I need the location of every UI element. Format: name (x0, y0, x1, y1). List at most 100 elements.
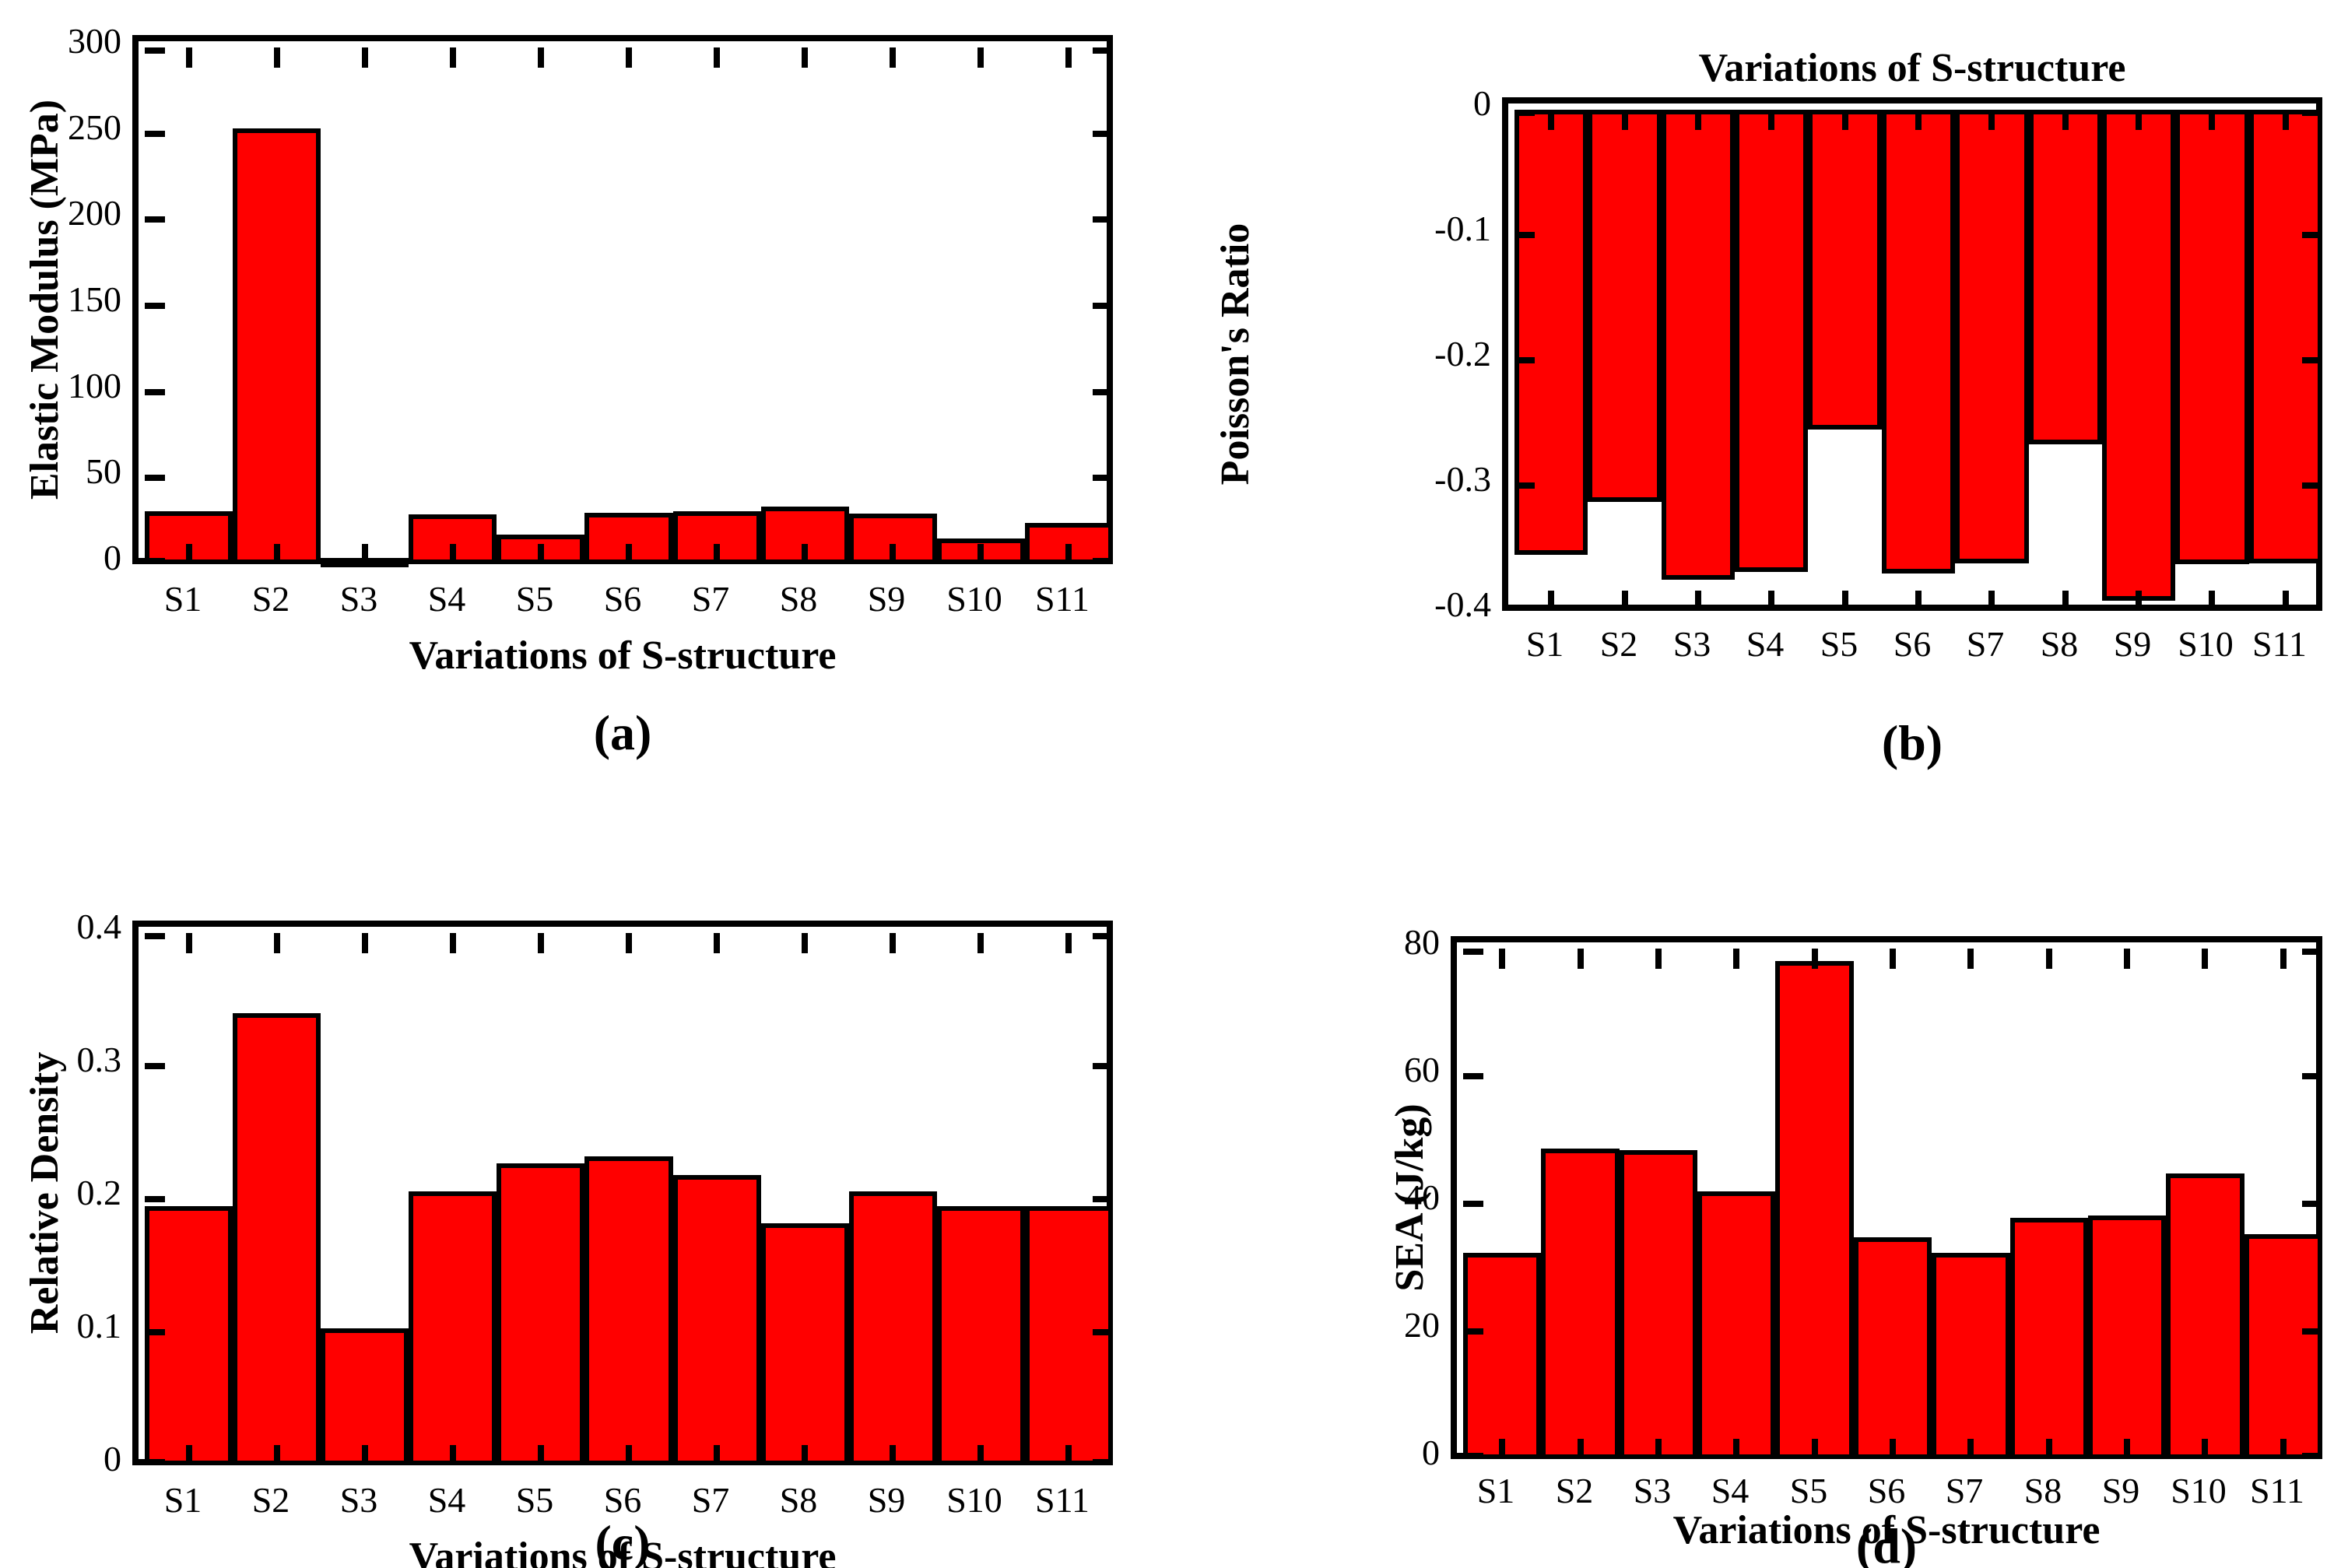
x-tick-label: S3 (1672, 624, 1711, 664)
bar-S2 (1588, 110, 1662, 502)
y-tick-label: 0.3 (76, 1040, 122, 1079)
x-tick-label: S7 (1966, 624, 2005, 664)
y-tick-right (1093, 216, 1113, 223)
x-tick-top (1622, 110, 1628, 130)
x-tick-label: S2 (1555, 1471, 1594, 1510)
x-tick-top (1733, 949, 1739, 969)
x-tick-label: S2 (251, 1480, 290, 1520)
x-tick-bottom (1842, 591, 1848, 611)
x-tick-label: S4 (427, 579, 466, 619)
plot-box-b (1502, 97, 2322, 611)
plot-box-a (132, 35, 1113, 567)
plot-box-d (1451, 936, 2322, 1459)
y-tick-label: 0 (1422, 1433, 1440, 1472)
panel-caption-c: (c) (595, 1515, 651, 1568)
y-axis-label: SEA (J/kg) (1388, 1103, 1432, 1292)
x-tick-label: S4 (1746, 624, 1785, 664)
plot-area-c (145, 933, 1113, 1465)
y-tick-right (1093, 933, 1113, 939)
bar-S7 (673, 1175, 761, 1465)
plot-area-d (1463, 949, 2322, 1459)
x-tick-label: S7 (1945, 1471, 1984, 1510)
x-tick-top (362, 933, 368, 953)
y-tick-left (1514, 482, 1535, 489)
x-tick-bottom (1733, 1439, 1739, 1459)
x-tick-top (1695, 110, 1701, 130)
x-tick-label: S9 (867, 1480, 906, 1520)
y-tick-right (2302, 1453, 2322, 1459)
x-tick-label: S7 (691, 579, 730, 619)
x-tick-bottom (1915, 591, 1922, 611)
x-tick-top (1065, 47, 1072, 68)
y-tick-right (1093, 1459, 1113, 1465)
bar-S11 (2249, 110, 2322, 563)
x-tick-bottom (2046, 1439, 2052, 1459)
x-tick-top (977, 933, 984, 953)
x-tick-top (1988, 110, 1995, 130)
x-tick-top (890, 933, 896, 953)
x-tick-bottom (2283, 591, 2289, 611)
y-tick-left (145, 933, 165, 939)
x-tick-bottom (274, 544, 280, 564)
y-tick-left (145, 558, 165, 564)
y-tick-left (1514, 232, 1535, 238)
bar-S4 (1697, 1191, 1775, 1459)
x-tick-top (1842, 110, 1848, 130)
x-tick-label: S10 (2171, 1471, 2227, 1510)
x-tick-label: S5 (1820, 624, 1858, 664)
x-tick-top (2209, 110, 2215, 130)
x-tick-top (1578, 949, 1584, 969)
bar-S5 (1775, 961, 1854, 1459)
x-tick-label: S11 (2252, 624, 2307, 664)
bar-S10 (2166, 1173, 2244, 1459)
x-tick-bottom (802, 1445, 808, 1465)
x-axis-label: Variations of S-structure (409, 633, 837, 678)
x-tick-bottom (977, 544, 984, 564)
x-tick-top (362, 47, 368, 68)
x-tick-label: S6 (603, 1480, 642, 1520)
x-tick-top (2046, 949, 2052, 969)
x-tick-top (450, 47, 456, 68)
x-tick-label: S1 (163, 1480, 202, 1520)
x-tick-bottom (890, 1445, 896, 1465)
y-tick-label: 50 (86, 451, 121, 492)
x-tick-bottom (186, 1445, 192, 1465)
y-tick-left (1463, 1453, 1483, 1459)
bar-S8 (2029, 110, 2102, 444)
bar-S4 (409, 1191, 497, 1465)
x-tick-label: S9 (867, 579, 906, 619)
x-tick-bottom (714, 544, 720, 564)
y-tick-right (1093, 1196, 1113, 1202)
x-tick-bottom (890, 544, 896, 564)
y-tick-left (145, 388, 165, 395)
x-tick-bottom (186, 544, 192, 564)
y-tick-left (145, 1329, 165, 1335)
bar-S3 (1662, 110, 1735, 580)
bar-S2 (233, 128, 321, 564)
x-tick-label: S6 (603, 579, 642, 619)
x-tick-top (1768, 110, 1774, 130)
x-tick-top (977, 47, 984, 68)
y-tick-right (2302, 232, 2322, 238)
x-tick-top (450, 933, 456, 953)
y-tick-left (145, 216, 165, 223)
x-tick-bottom (1988, 591, 1995, 611)
x-tick-top (1548, 110, 1554, 130)
x-tick-top (714, 47, 720, 68)
y-tick-left (1463, 949, 1483, 955)
x-tick-bottom (538, 1445, 544, 1465)
x-tick-top (2280, 949, 2287, 969)
y-axis-label: Poisson's Ratio (1213, 223, 1258, 486)
bar-S8 (761, 1223, 849, 1465)
y-tick-label: 0.2 (76, 1173, 122, 1212)
y-tick-left (1463, 1201, 1483, 1207)
y-tick-label: 0.4 (76, 907, 122, 946)
y-axis-label: Elastic Modulus (MPa) (23, 99, 67, 500)
x-tick-bottom (2209, 591, 2215, 611)
bar-S10 (2175, 110, 2249, 564)
x-tick-label: S8 (2040, 624, 2079, 664)
x-tick-top (1915, 110, 1922, 130)
bar-S5 (1808, 110, 1882, 430)
panel-caption-b: (b) (1881, 715, 1943, 770)
y-tick-label: 20 (1404, 1305, 1440, 1345)
